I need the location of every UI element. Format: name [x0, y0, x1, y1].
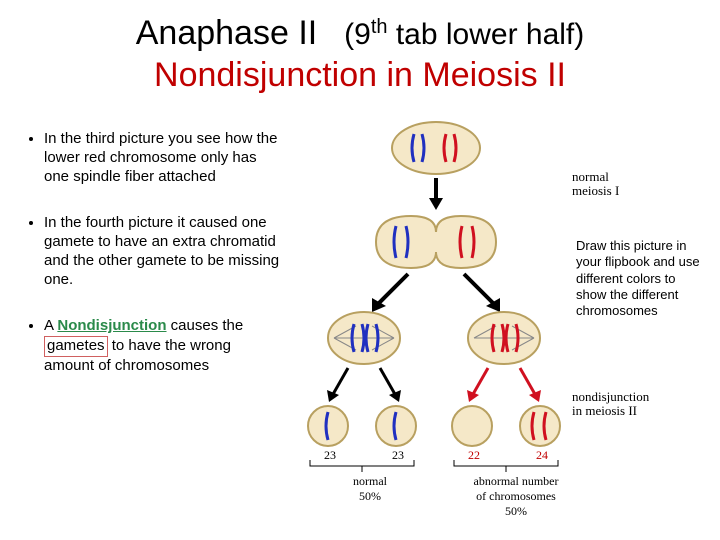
bullet-list: In the third picture you see how the low… [30, 130, 280, 404]
title-main: Anaphase II [136, 14, 317, 52]
title-row: Anaphase II (9th tab lower half) [0, 14, 720, 53]
side-note: Draw this picture in your flipbook and u… [576, 238, 706, 319]
count-4: 24 [532, 448, 552, 463]
count-3: 22 [464, 448, 484, 463]
term-nondisjunction: Nondisjunction [57, 317, 166, 334]
count-1: 23 [320, 448, 340, 463]
subtitle: Nondisjunction in Meiosis II [0, 56, 720, 95]
sub-normal: normal50% [330, 474, 410, 504]
bullet-1: In the third picture you see how the low… [44, 130, 280, 186]
count-2: 23 [388, 448, 408, 463]
title-paren: (9th tab lower half) [344, 18, 584, 51]
sub-abnormal: abnormal numberof chromosomes50% [456, 474, 576, 519]
highlight-gametes: gametes [44, 336, 108, 357]
bullet-2: In the fourth picture it caused one game… [44, 214, 280, 289]
label-nondisjunction: nondisjunctionin meiosis II [572, 390, 649, 419]
bullet-3: A Nondisjunction causes the gametes to h… [44, 317, 280, 375]
label-normal-meiosis-1: normalmeiosis I [572, 170, 619, 199]
